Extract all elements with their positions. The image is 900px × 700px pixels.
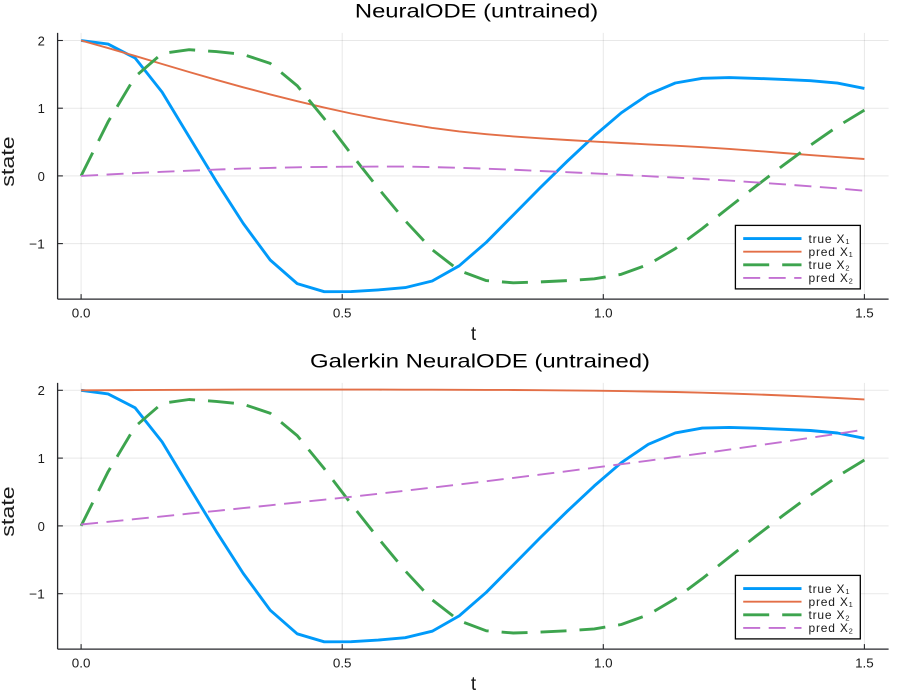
svg-text:0.5: 0.5 — [333, 656, 352, 671]
svg-text:0: 0 — [38, 169, 45, 184]
svg-text:1.0: 1.0 — [594, 306, 613, 321]
svg-text:0: 0 — [38, 519, 45, 534]
svg-text:0.0: 0.0 — [72, 656, 91, 671]
svg-text:1: 1 — [38, 451, 45, 466]
svg-text:−1: −1 — [29, 237, 45, 252]
svg-text:2: 2 — [38, 383, 45, 398]
svg-text:true X2: true X2 — [809, 608, 851, 622]
svg-text:1.5: 1.5 — [855, 306, 874, 321]
svg-text:NeuralODE (untrained): NeuralODE (untrained) — [355, 1, 598, 23]
svg-text:t: t — [471, 324, 477, 345]
svg-text:2: 2 — [38, 33, 45, 48]
svg-text:0.0: 0.0 — [72, 306, 91, 321]
svg-text:−1: −1 — [29, 587, 45, 602]
svg-text:t: t — [471, 674, 477, 695]
svg-text:1.0: 1.0 — [594, 656, 613, 671]
svg-text:pred X1: pred X1 — [809, 245, 854, 259]
svg-text:state: state — [0, 136, 18, 187]
svg-text:true X1: true X1 — [809, 582, 851, 596]
svg-text:true X2: true X2 — [809, 258, 851, 272]
svg-text:1: 1 — [38, 101, 45, 116]
svg-text:pred X2: pred X2 — [809, 621, 854, 635]
svg-text:1.5: 1.5 — [855, 656, 874, 671]
svg-text:pred X1: pred X1 — [809, 595, 854, 609]
svg-text:0.5: 0.5 — [333, 306, 352, 321]
svg-text:pred X2: pred X2 — [809, 271, 854, 285]
svg-text:true X1: true X1 — [809, 232, 851, 246]
svg-text:Galerkin NeuralODE (untrained): Galerkin NeuralODE (untrained) — [310, 351, 650, 373]
svg-text:state: state — [0, 486, 18, 537]
